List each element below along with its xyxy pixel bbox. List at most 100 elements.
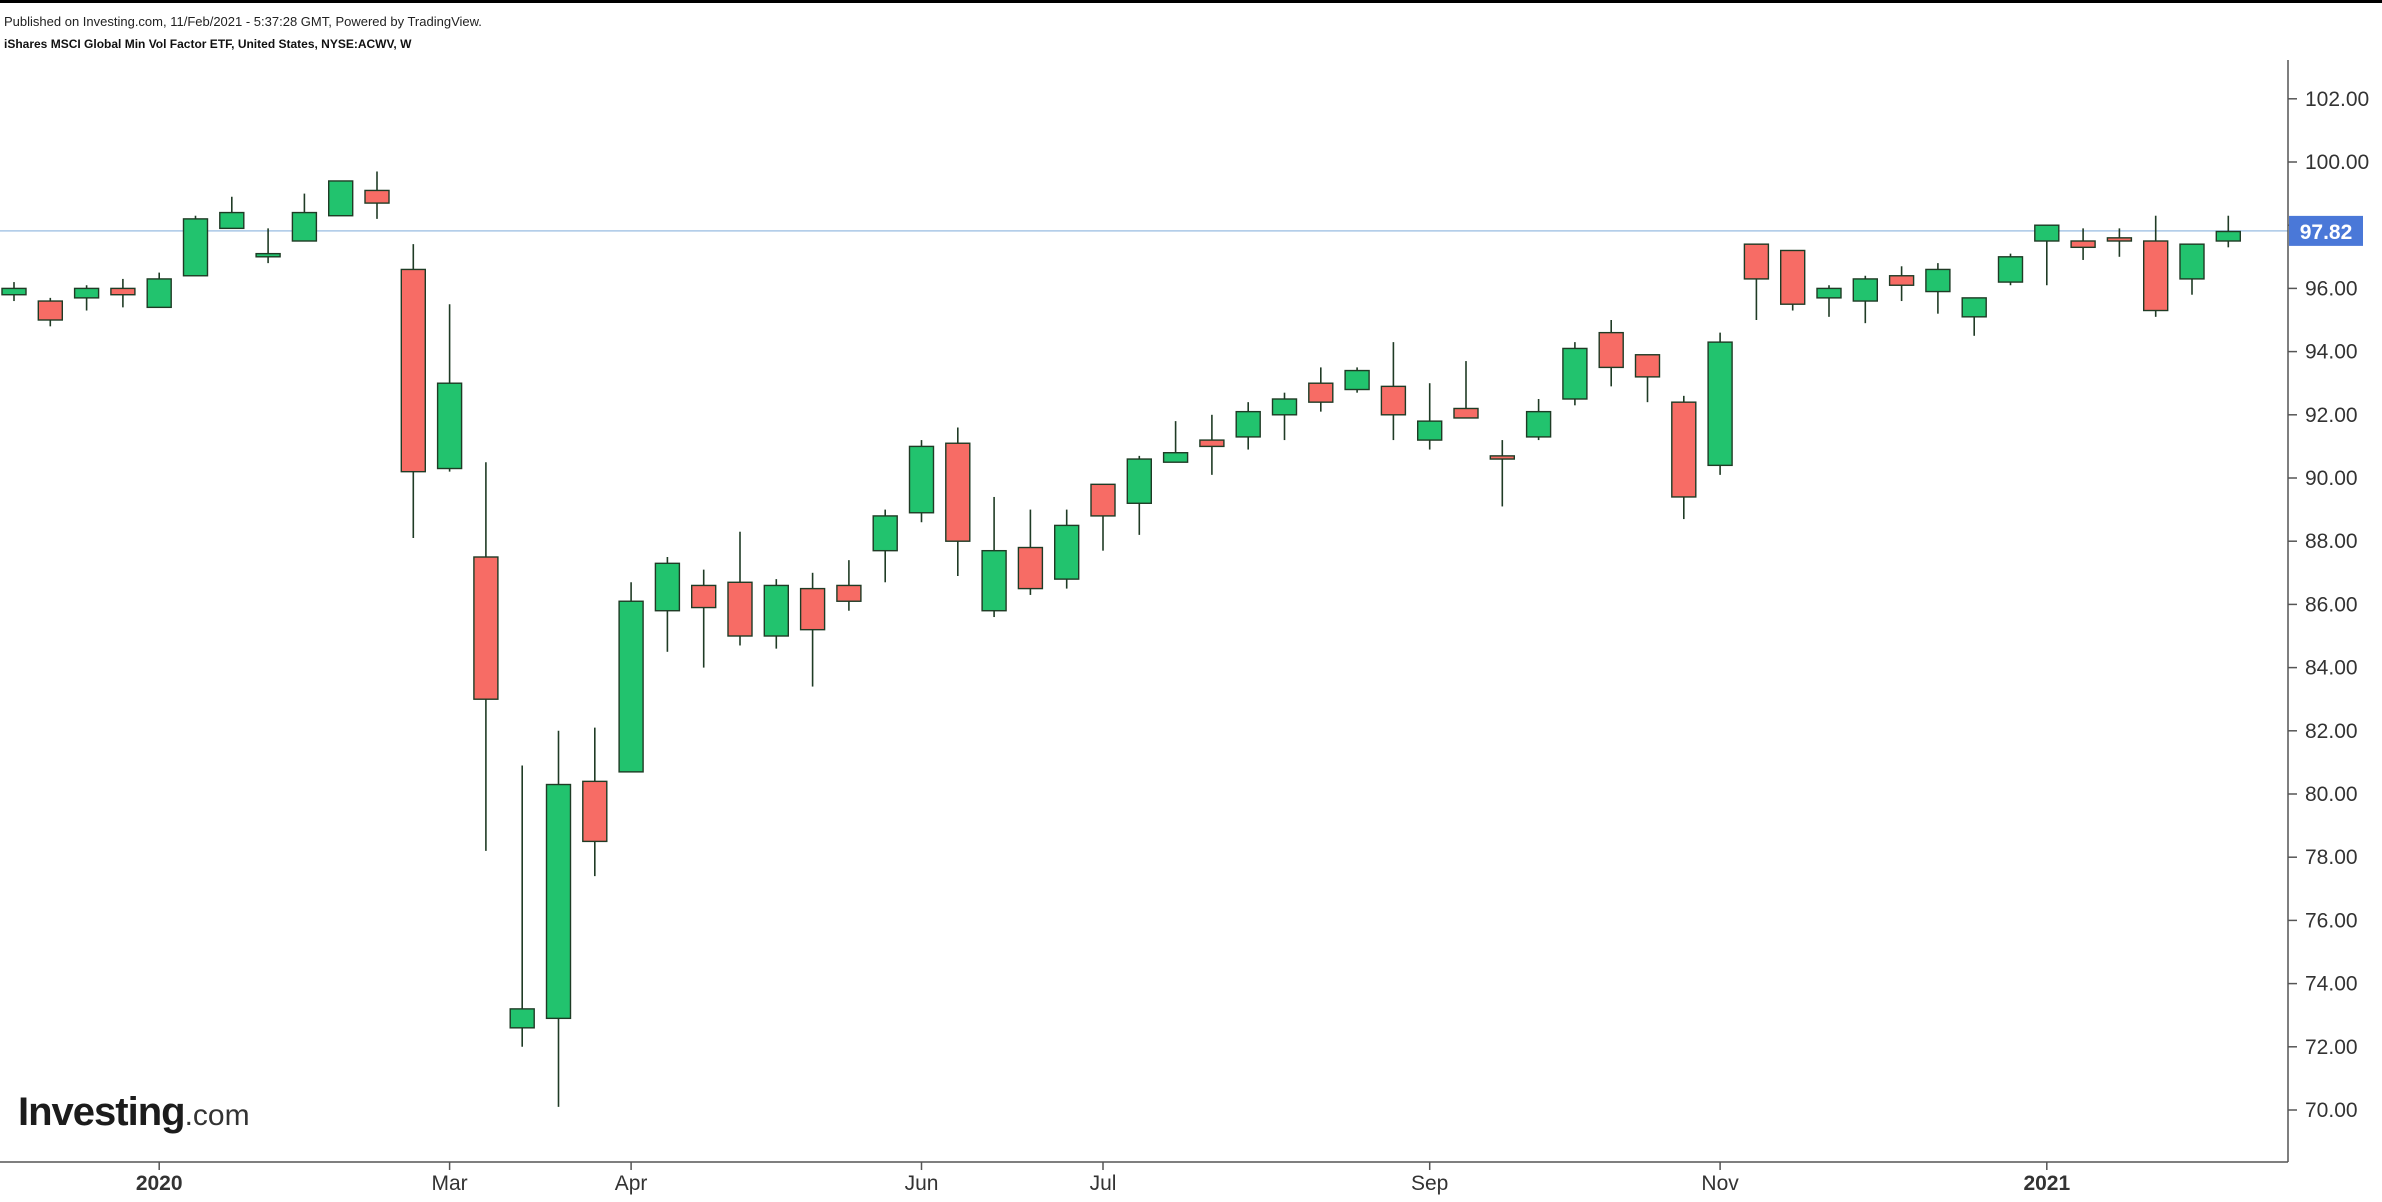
top-rule [0,0,2382,3]
candle-body-up [436,382,463,470]
candle[interactable] [1961,297,1987,336]
candle[interactable] [1162,421,1189,463]
candle[interactable] [37,297,63,327]
candle-body-up [1961,297,1987,318]
candle-body-up [1126,458,1153,504]
candle[interactable] [1562,342,1588,406]
candle[interactable] [2070,228,2096,260]
candle[interactable] [1779,249,1806,311]
investing-logo: Investing.com [18,1090,250,1135]
candle[interactable] [727,531,753,646]
candle-body-up [509,1008,535,1029]
candle[interactable] [1271,392,1298,441]
candle[interactable] [110,278,136,308]
candle[interactable] [2215,215,2242,248]
candle[interactable] [1235,402,1261,450]
candle-body-up [2215,230,2242,242]
candle[interactable] [1997,253,2024,286]
candle-body-up [73,287,100,299]
candle[interactable] [509,765,535,1047]
candle-body-up [328,180,354,217]
candle[interactable] [1707,332,1733,475]
price-tick-label: 102.00 [2305,88,2369,111]
candle[interactable] [908,440,935,523]
candle-body-up [545,783,572,1020]
candle[interactable] [1634,354,1661,403]
candle[interactable] [1380,342,1407,441]
candle[interactable] [219,196,245,230]
time-tick-label: Jul [1090,1172,1117,1195]
time-tick-label: Sep [1411,1172,1448,1195]
candle[interactable] [1090,483,1116,551]
candle-body-up [219,211,245,230]
candle[interactable] [1017,509,1044,595]
candle[interactable] [1053,509,1080,589]
candle[interactable] [1,282,27,302]
candle[interactable] [2142,215,2169,317]
price-tick-label: 84.00 [2305,657,2358,680]
candle[interactable] [981,496,1007,618]
candle[interactable] [2106,228,2133,257]
candle[interactable] [73,285,100,311]
candle[interactable] [1344,367,1370,393]
time-tick-label: 2020 [136,1172,183,1195]
time-tick-label: Nov [1701,1172,1739,1195]
candle[interactable] [1816,285,1842,317]
candle[interactable] [291,193,318,242]
candle-body-up [1562,347,1588,400]
candle-body-down [2106,237,2133,242]
candle[interactable] [618,582,644,773]
candle[interactable] [836,560,862,611]
candle[interactable] [1925,263,1951,314]
candle[interactable] [1416,383,1443,450]
candle[interactable] [1308,367,1334,412]
candle[interactable] [1489,440,1516,507]
candle[interactable] [1199,414,1225,475]
candle[interactable] [1126,455,1153,535]
candle[interactable] [1671,395,1697,520]
candle-body-up [1,287,27,296]
candle[interactable] [1852,275,1879,324]
candle[interactable] [146,272,172,309]
candle[interactable] [763,579,789,649]
candle[interactable] [799,572,826,687]
candle-body-up [872,515,898,552]
candle[interactable] [364,171,390,219]
candle[interactable] [1743,243,1770,320]
candle[interactable] [545,730,572,1107]
candle-body-down [400,268,426,473]
candle[interactable] [2179,243,2205,295]
candle[interactable] [872,509,898,583]
candle[interactable] [473,462,499,851]
candle[interactable] [1525,399,1552,441]
candle[interactable] [436,304,463,472]
candle-body-down [37,300,63,321]
candle-body-up [981,549,1007,612]
candle[interactable] [182,215,209,277]
candle-body-up [1416,420,1443,441]
candle[interactable] [654,557,681,652]
last-price-badge [2289,215,2363,246]
candle-body-up [2034,224,2060,242]
candle-body-up [291,211,318,242]
candle[interactable] [400,244,426,539]
candle-body-down [836,584,862,602]
price-tick-label: 92.00 [2305,404,2358,427]
candle[interactable] [582,727,608,877]
price-tick-label: 78.00 [2305,846,2358,869]
candles [1,171,2242,1107]
candle[interactable] [328,180,354,217]
candle-body-up [654,562,681,612]
candle-body-up [255,252,281,258]
candle[interactable] [1453,361,1479,419]
candle[interactable] [945,427,971,576]
candle[interactable] [1888,266,1915,302]
candle[interactable] [255,228,281,264]
candle[interactable] [1598,320,1624,387]
candle[interactable] [691,569,717,668]
time-axis[interactable]: 2020 Mar Apr Jun Jul Sep Nov 2021 [136,1162,2071,1195]
candle-body-up [182,218,209,277]
candle-body-down [1779,249,1806,305]
candle[interactable] [2034,224,2060,286]
